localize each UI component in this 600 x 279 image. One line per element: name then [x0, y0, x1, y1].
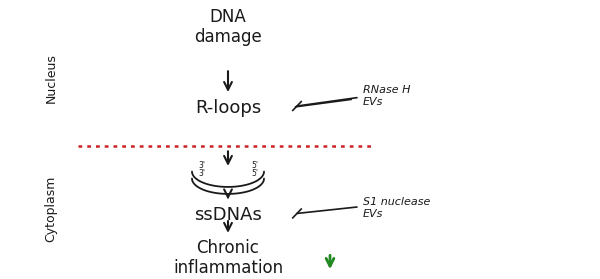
Text: ssDNAs: ssDNAs [194, 206, 262, 224]
Text: R-loops: R-loops [195, 99, 261, 117]
Text: Nucleus: Nucleus [44, 53, 58, 103]
Text: 5': 5' [251, 169, 258, 178]
Text: 5': 5' [251, 161, 258, 170]
Text: 3': 3' [198, 161, 205, 170]
Text: DNA
damage: DNA damage [194, 8, 262, 46]
Text: 3': 3' [198, 169, 205, 178]
Text: Cytoplasm: Cytoplasm [44, 176, 58, 242]
Text: RNase H
EVs: RNase H EVs [363, 85, 410, 107]
Text: Chronic
inflammation: Chronic inflammation [173, 239, 283, 276]
Text: S1 nuclease
EVs: S1 nuclease EVs [363, 197, 430, 219]
